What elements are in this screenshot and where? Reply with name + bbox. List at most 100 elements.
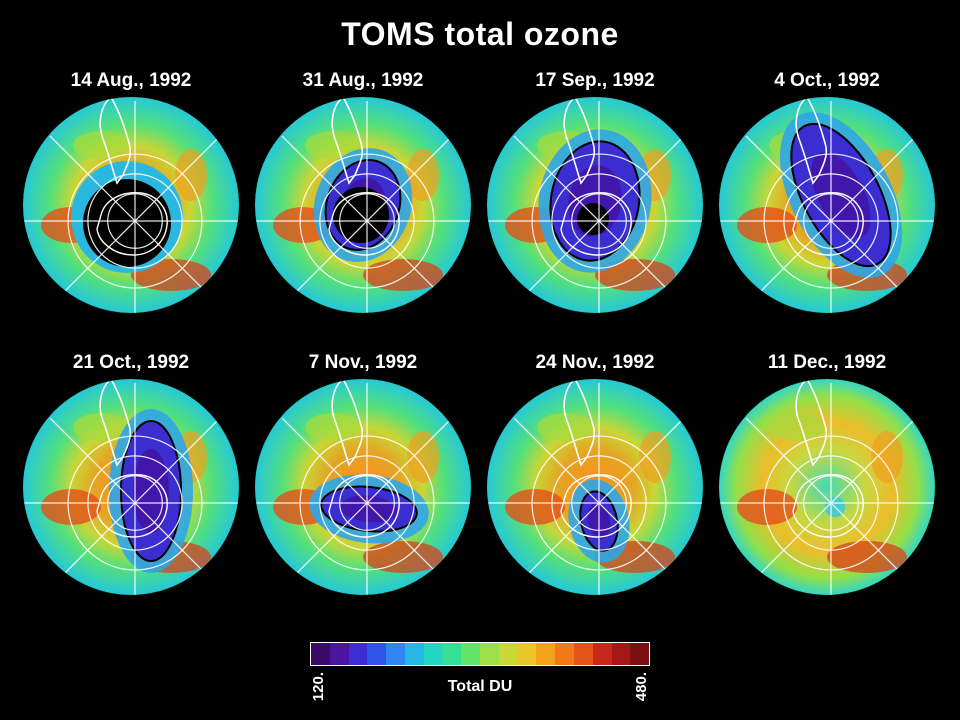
globe-outline — [486, 378, 704, 596]
ozone-globe-map — [22, 96, 240, 314]
longitude-line — [745, 135, 917, 307]
ozone-map-panel: 14 Aug., 1992 — [16, 70, 246, 330]
antarctica-coastline — [328, 474, 400, 538]
south-america-coastline — [99, 97, 132, 185]
panel-date-label: 7 Nov., 1992 — [308, 352, 418, 373]
ozone-hole-core — [133, 449, 169, 533]
ozone-high-region — [407, 431, 439, 483]
longitude-line — [49, 135, 221, 307]
colorbar-swatch — [404, 643, 424, 665]
colorbar-swatch — [592, 643, 612, 665]
ozone-globe-map — [254, 378, 472, 596]
antarctica-coastline — [792, 474, 864, 538]
ozone-map-panel: 31 Aug., 1992 — [248, 70, 478, 330]
south-america-coastline — [331, 379, 364, 467]
ozone-high-region — [537, 413, 593, 441]
south-america-coastline — [331, 97, 364, 185]
colorbar-swatch — [517, 643, 537, 665]
ozone-globe-map — [22, 378, 240, 596]
globe-outline — [486, 96, 704, 314]
ozone-high-region — [737, 489, 797, 525]
ozone-globe-map — [718, 378, 936, 596]
colorbar-swatch — [329, 643, 349, 665]
south-america-coastline — [795, 97, 828, 185]
colorbar-swatch — [461, 643, 481, 665]
colorbar-swatch — [536, 643, 556, 665]
panel-date-label: 21 Oct., 1992 — [72, 352, 190, 373]
colorbar-swatch — [423, 643, 443, 665]
ozone-globe-map — [486, 96, 704, 314]
ozone-high-region — [737, 207, 797, 243]
globe-outline — [22, 96, 240, 314]
ozone-high-region — [73, 413, 129, 441]
colorbar-swatch — [573, 643, 593, 665]
ozone-map-panel: 17 Sep., 1992 — [480, 70, 710, 330]
ozone-high-region — [363, 259, 443, 291]
globe-outline — [254, 96, 472, 314]
south-america-coastline — [563, 379, 596, 467]
ozone-high-region — [305, 131, 361, 159]
ozone-high-region — [407, 149, 439, 201]
panel-date-label: 4 Oct., 1992 — [774, 70, 880, 91]
ozone-high-region — [73, 131, 129, 159]
antarctica-coastline — [560, 192, 632, 256]
page-title: TOMS total ozone — [341, 16, 619, 52]
colorbar-swatch — [498, 643, 518, 665]
colorbar: 120. Total DU 480. — [310, 642, 650, 712]
ozone-high-region — [639, 431, 671, 483]
antarctica-coastline — [328, 192, 400, 256]
ozone-high-region — [41, 489, 101, 525]
ozone-high-region — [363, 541, 443, 573]
globe-outline — [718, 378, 936, 596]
colorbar-swatch — [348, 643, 368, 665]
antarctica-coastline — [560, 474, 632, 538]
colorbar-scale — [310, 642, 650, 666]
colorbar-swatch — [386, 643, 405, 665]
ozone-map-panel: 24 Nov., 1992 — [480, 352, 710, 612]
colorbar-swatch — [367, 643, 387, 665]
longitude-line — [49, 417, 221, 589]
panel-date-label: 24 Nov., 1992 — [535, 352, 655, 373]
antarctica-coastline — [792, 192, 864, 256]
colorbar-swatch — [442, 643, 462, 665]
colorbar-unit-label: Total DU — [447, 678, 513, 695]
ozone-high-region — [305, 413, 361, 441]
south-america-coastline — [795, 379, 828, 467]
colorbar-max-label: 480. — [633, 672, 650, 702]
ozone-map-panel: 11 Dec., 1992 — [712, 352, 942, 612]
longitude-line — [513, 135, 685, 307]
longitude-line — [281, 135, 453, 307]
panel-date-label: 11 Dec., 1992 — [767, 352, 887, 373]
polar-night-area — [577, 203, 609, 235]
ozone-high-region — [769, 413, 825, 441]
colorbar-swatch — [611, 643, 631, 665]
globe-outline — [22, 378, 240, 596]
longitude-line — [745, 417, 917, 589]
ozone-globe-map — [486, 378, 704, 596]
panel-date-label: 17 Sep., 1992 — [535, 70, 655, 91]
antarctica-coastline — [96, 192, 168, 256]
ozone-globe-map — [718, 96, 936, 314]
ozone-globe-map — [254, 96, 472, 314]
colorbar-swatch — [555, 643, 574, 665]
ozone-high-region — [595, 259, 675, 291]
globe-outline — [718, 96, 936, 314]
ozone-map-panel: 7 Nov., 1992 — [248, 352, 478, 612]
ozone-high-region — [505, 489, 565, 525]
colorbar-swatch — [630, 643, 650, 665]
ozone-high-region — [175, 149, 207, 201]
longitude-line — [513, 417, 685, 589]
colorbar-swatch — [480, 643, 499, 665]
colorbar-swatch — [311, 643, 330, 665]
globe-outline — [254, 378, 472, 596]
south-america-coastline — [563, 97, 596, 185]
ozone-high-region — [871, 431, 903, 483]
ozone-high-region — [827, 541, 907, 573]
panel-date-label: 14 Aug., 1992 — [70, 70, 192, 91]
south-america-coastline — [99, 379, 132, 467]
polar-night-area — [83, 179, 171, 267]
longitude-line — [281, 417, 453, 589]
panel-date-label: 31 Aug., 1992 — [302, 70, 424, 91]
antarctica-coastline — [96, 474, 168, 538]
ozone-map-panel: 21 Oct., 1992 — [16, 352, 246, 612]
